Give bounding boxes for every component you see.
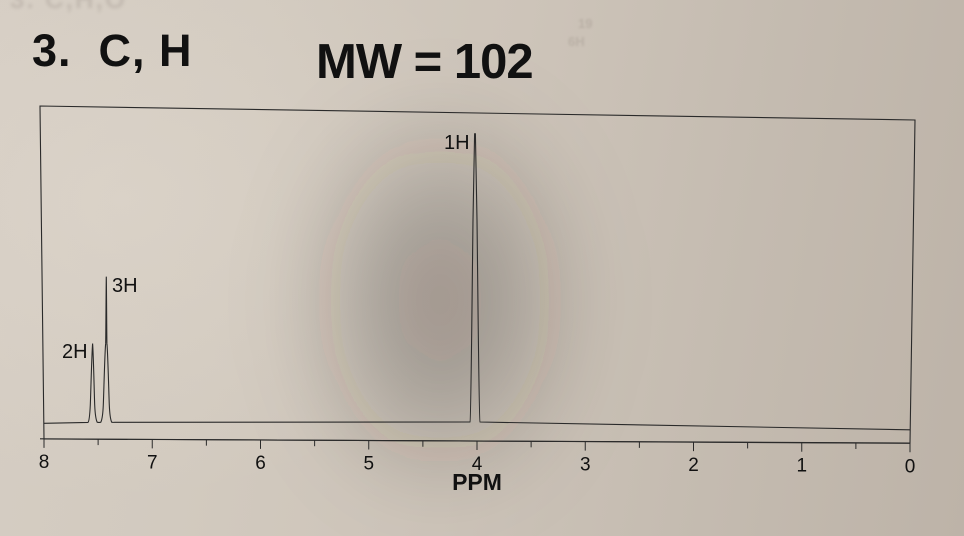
svg-text:8: 8 xyxy=(39,452,50,473)
svg-text:6: 6 xyxy=(255,453,266,474)
svg-text:7: 7 xyxy=(147,452,158,473)
svg-text:1H: 1H xyxy=(444,132,470,154)
svg-text:2H: 2H xyxy=(62,341,88,363)
svg-text:4: 4 xyxy=(472,454,483,475)
svg-text:1: 1 xyxy=(796,456,807,477)
svg-text:5: 5 xyxy=(363,453,374,474)
svg-text:2: 2 xyxy=(688,455,699,476)
svg-text:3H: 3H xyxy=(112,275,138,297)
svg-text:3: 3 xyxy=(580,455,591,476)
svg-text:0: 0 xyxy=(905,456,916,477)
